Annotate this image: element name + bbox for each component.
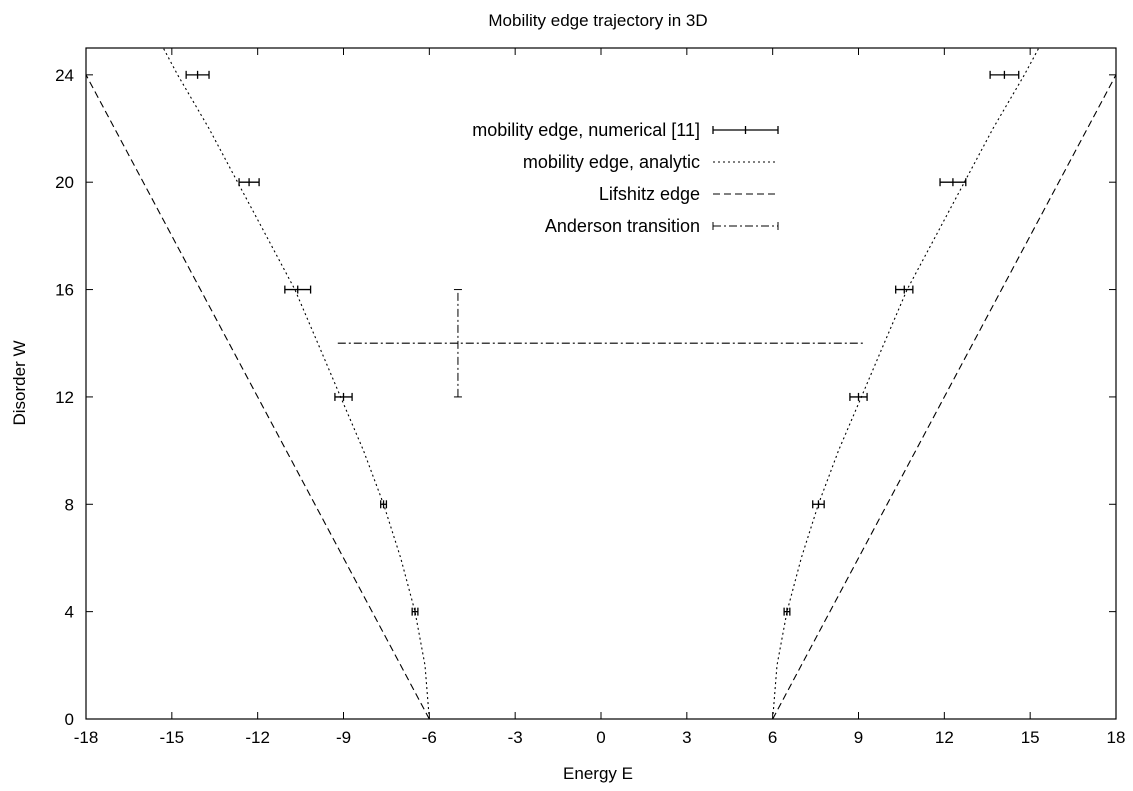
x-tick-label: 6 xyxy=(768,728,777,747)
series-line xyxy=(772,74,1116,719)
y-tick-label: 12 xyxy=(55,388,74,407)
x-tick-label: 12 xyxy=(935,728,954,747)
legend-label: mobility edge, analytic xyxy=(523,152,700,172)
y-tick-label: 20 xyxy=(55,173,74,192)
x-tick-label: -18 xyxy=(74,728,99,747)
series-line xyxy=(162,48,430,719)
y-tick-label: 0 xyxy=(65,710,74,729)
x-tick-label: -9 xyxy=(336,728,351,747)
y-tick-label: 16 xyxy=(55,281,74,300)
x-tick-label: 9 xyxy=(854,728,863,747)
x-axis-title: Energy E xyxy=(563,764,633,783)
x-tick-label: 15 xyxy=(1021,728,1040,747)
axis-ticks: -18 -15 -12 -9 -6 -3 0 3 6 9 12 15 18 0 4 8 12 16 20 24 xyxy=(55,48,1125,747)
x-tick-label: -6 xyxy=(422,728,437,747)
legend-label: Lifshitz edge xyxy=(599,184,700,204)
x-tick-label: 18 xyxy=(1107,728,1126,747)
series-layer xyxy=(86,48,1116,719)
y-axis-title: Disorder W xyxy=(10,340,29,425)
series-1 xyxy=(162,48,1040,719)
series-line xyxy=(86,74,430,719)
x-tick-label: -3 xyxy=(508,728,523,747)
series-line xyxy=(772,48,1040,719)
plot-frame xyxy=(85,47,1117,720)
x-tick-label: -12 xyxy=(245,728,270,747)
x-tick-label: 0 xyxy=(596,728,605,747)
legend: mobility edge, numerical [11] mobility ed… xyxy=(472,120,779,236)
series-2 xyxy=(86,74,1116,719)
legend-label: Anderson transition xyxy=(545,216,700,236)
chart-title: Mobility edge trajectory in 3D xyxy=(488,11,707,30)
y-tick-label: 8 xyxy=(65,495,74,514)
legend-label: mobility edge, numerical [11] xyxy=(472,120,700,140)
y-tick-label: 24 xyxy=(55,66,74,85)
plot-border xyxy=(85,47,1117,720)
x-tick-label: 3 xyxy=(682,728,691,747)
x-tick-label: -15 xyxy=(160,728,185,747)
series-3 xyxy=(337,289,865,398)
y-tick-label: 4 xyxy=(65,603,74,622)
